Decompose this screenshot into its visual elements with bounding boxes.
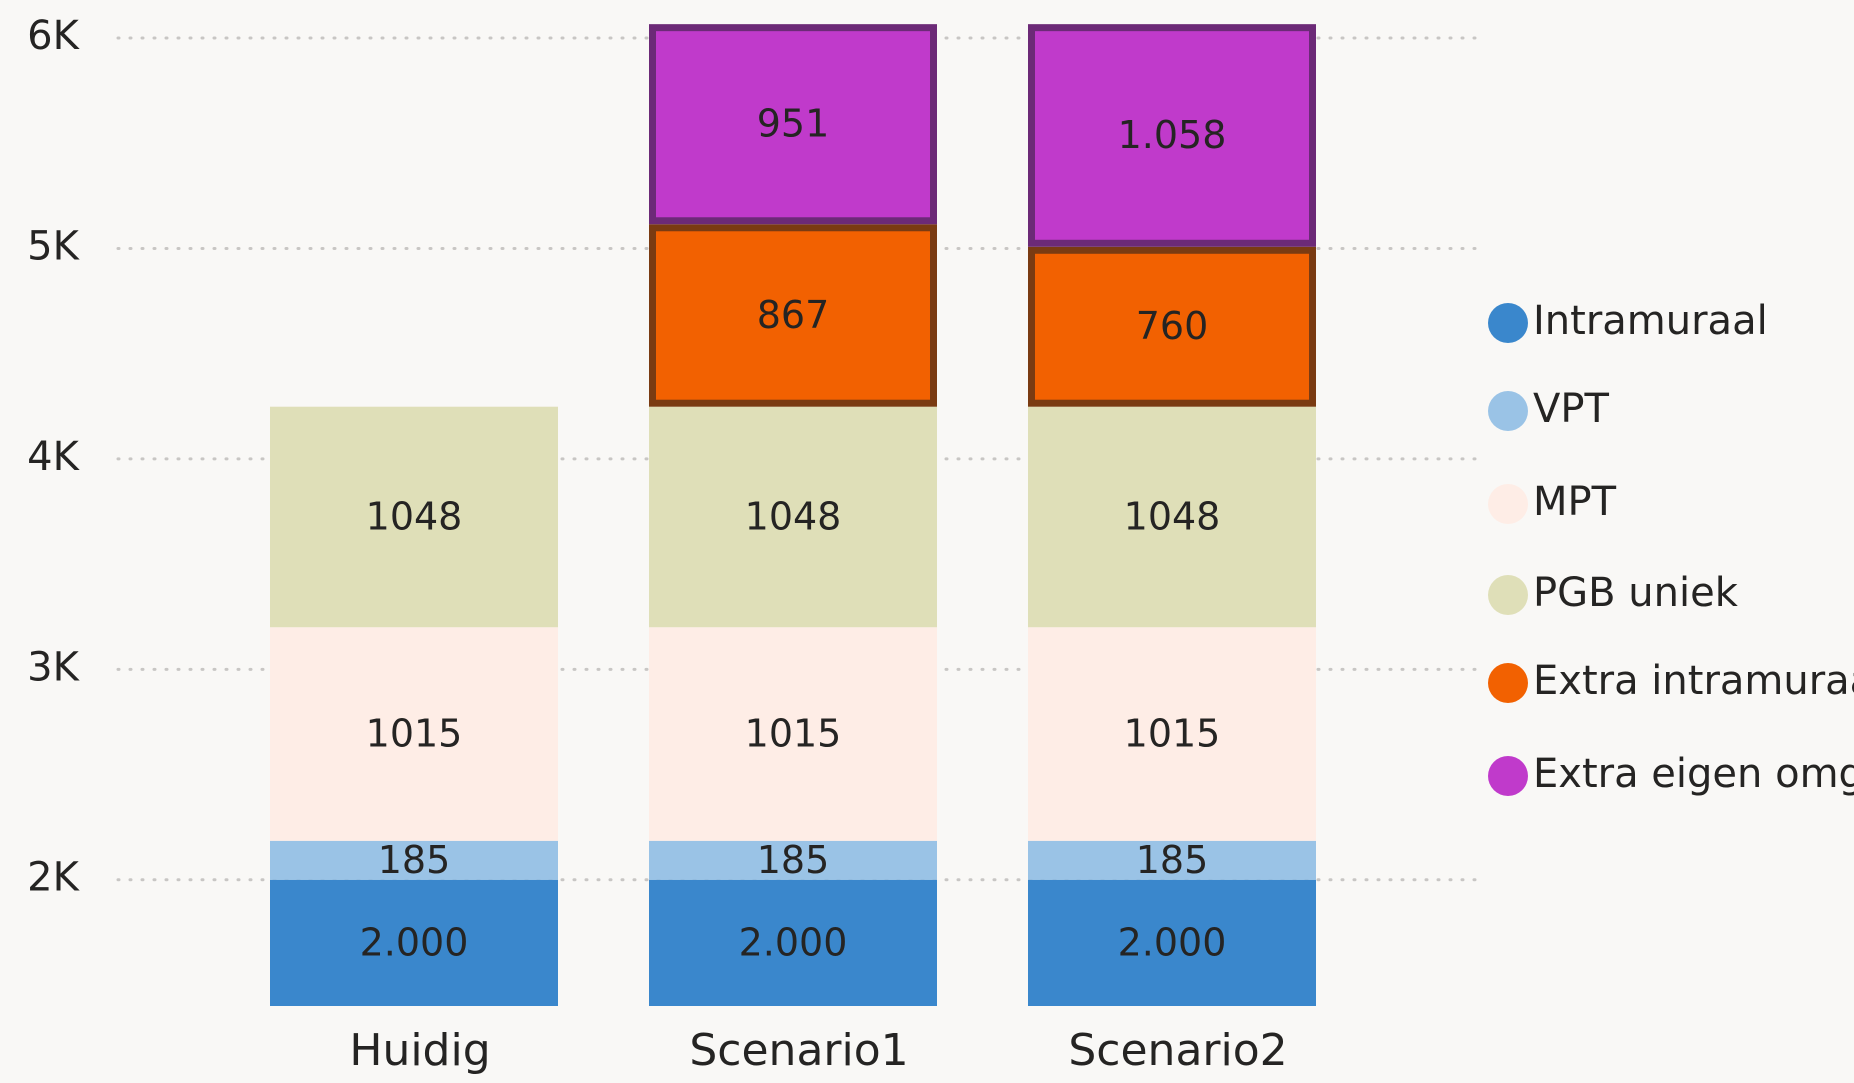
data-label: 2.000 <box>360 920 469 964</box>
x-tick-label: Scenario2 <box>1068 1025 1287 1076</box>
y-tick-label: 3K <box>27 644 80 690</box>
y-tick-label: 2K <box>27 855 80 901</box>
data-label: 1048 <box>745 494 842 538</box>
bar-segment <box>649 879 937 1006</box>
bar-segment <box>1028 627 1316 841</box>
bar-segment <box>1028 24 1316 247</box>
data-label: 1048 <box>1124 494 1221 538</box>
x-tick-label: Huidig <box>349 1025 490 1076</box>
y-tick-label: 6K <box>27 13 80 59</box>
y-tick-label: 5K <box>27 223 80 269</box>
data-label: 2.000 <box>739 920 848 964</box>
data-label: 951 <box>757 102 830 146</box>
data-label: 1015 <box>366 712 463 756</box>
data-label: 185 <box>757 838 830 882</box>
data-label: 185 <box>378 838 451 882</box>
legend-marker <box>1488 484 1528 524</box>
y-tick-label: 4K <box>27 434 80 480</box>
bar-segment <box>649 840 937 880</box>
bar-segment <box>270 879 558 1006</box>
legend-marker <box>1488 391 1528 431</box>
data-label: 185 <box>1136 838 1209 882</box>
data-label: 1015 <box>1124 712 1221 756</box>
bar-segment <box>270 406 558 628</box>
data-label: 1048 <box>366 494 463 538</box>
legend-label: VPT <box>1533 386 1609 432</box>
bar-segment <box>1028 246 1316 407</box>
legend-label: PGB uniek <box>1533 570 1739 616</box>
legend-label: Extra intramuraal <box>1533 658 1854 704</box>
legend-marker <box>1488 303 1528 343</box>
legend-label: MPT <box>1533 479 1617 525</box>
legend-label: Extra eigen omg. <box>1533 751 1854 797</box>
bar-segment <box>649 627 937 841</box>
legend-label: Intramuraal <box>1533 298 1768 344</box>
data-label: 1015 <box>745 712 842 756</box>
bar-segment <box>1028 840 1316 880</box>
data-label: 1.058 <box>1118 113 1227 157</box>
bar-segment <box>1028 406 1316 628</box>
x-tick-label: Scenario1 <box>689 1025 908 1076</box>
bar-segment <box>649 24 937 225</box>
data-label: 760 <box>1136 304 1209 348</box>
legend-marker <box>1488 663 1528 703</box>
data-label: 867 <box>757 293 830 337</box>
bar-segment <box>649 406 937 628</box>
legend-marker <box>1488 575 1528 615</box>
data-label: 2.000 <box>1118 920 1227 964</box>
bar-segment <box>1028 879 1316 1006</box>
bar-segment <box>649 224 937 407</box>
bar-segment <box>270 627 558 841</box>
bar-segment <box>270 840 558 880</box>
legend-marker <box>1488 756 1528 796</box>
